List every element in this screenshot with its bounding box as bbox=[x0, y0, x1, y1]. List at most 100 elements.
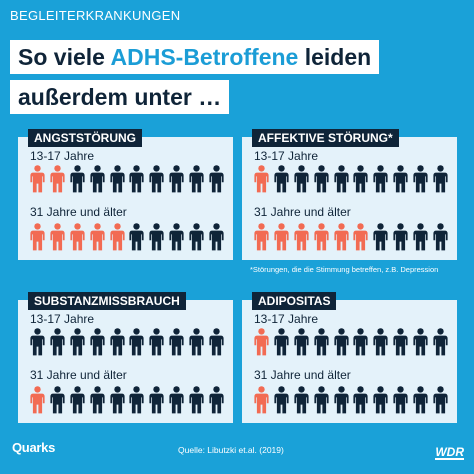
person-icon bbox=[129, 386, 144, 414]
headline-suffix: leiden bbox=[298, 44, 372, 70]
person-icon bbox=[90, 386, 105, 414]
person-icon bbox=[294, 328, 309, 356]
person-icon bbox=[169, 223, 184, 251]
person-icon bbox=[109, 386, 125, 414]
person-icon bbox=[70, 386, 85, 414]
person-icon bbox=[413, 386, 428, 414]
panel-title: SUBSTANZMISSBRAUCH bbox=[28, 292, 186, 310]
person-icon bbox=[274, 386, 289, 414]
person-icon bbox=[189, 386, 204, 414]
person-icon bbox=[393, 386, 408, 414]
person-icon bbox=[149, 223, 164, 251]
person-icon bbox=[209, 165, 224, 193]
group-label-adult: 31 Jahre und älter bbox=[254, 205, 351, 219]
person-icon-highlighted bbox=[109, 223, 125, 251]
group-label-adult: 31 Jahre und älter bbox=[254, 368, 351, 382]
person-icon bbox=[433, 386, 448, 414]
person-icon-highlighted bbox=[254, 165, 269, 193]
person-icon-highlighted bbox=[70, 223, 85, 251]
person-icon bbox=[209, 386, 224, 414]
person-icon bbox=[373, 223, 388, 251]
person-icon bbox=[50, 386, 65, 414]
headline-line-1: So viele ADHS-Betroffene leiden bbox=[10, 40, 380, 74]
figure-row-adult bbox=[29, 223, 225, 251]
headline-prefix: So viele bbox=[18, 44, 111, 70]
group-label-adult: 31 Jahre und älter bbox=[30, 368, 127, 382]
person-icon bbox=[353, 328, 368, 356]
figure-row-teen bbox=[29, 328, 225, 356]
person-icon-highlighted bbox=[333, 223, 349, 251]
person-icon bbox=[274, 165, 289, 193]
person-icon bbox=[333, 328, 349, 356]
person-icon bbox=[129, 328, 144, 356]
person-icon bbox=[149, 328, 164, 356]
figure-row-teen bbox=[253, 165, 449, 193]
person-icon-highlighted bbox=[50, 223, 65, 251]
person-icon bbox=[433, 223, 448, 251]
person-icon bbox=[169, 165, 184, 193]
person-icon bbox=[149, 165, 164, 193]
person-icon-highlighted bbox=[274, 223, 289, 251]
headline-accent: ADHS-Betroffene bbox=[110, 44, 299, 70]
wdr-logo: WDR bbox=[435, 445, 464, 460]
person-icon-highlighted bbox=[30, 386, 45, 414]
headline-line-2: außerdem unter … bbox=[10, 80, 230, 114]
person-icon bbox=[129, 223, 144, 251]
person-icon bbox=[314, 386, 329, 414]
person-icon bbox=[70, 328, 85, 356]
person-icon bbox=[413, 165, 428, 193]
quarks-logo: Quarks bbox=[12, 440, 56, 455]
person-icon bbox=[90, 165, 105, 193]
panel-title: ADIPOSITAS bbox=[252, 292, 337, 310]
person-icon-highlighted bbox=[30, 223, 45, 251]
person-icon bbox=[393, 165, 408, 193]
person-icon bbox=[373, 328, 388, 356]
figure-row-adult bbox=[253, 386, 449, 414]
person-icon bbox=[129, 165, 144, 193]
person-icon bbox=[70, 165, 85, 193]
person-icon bbox=[90, 328, 105, 356]
person-icon-highlighted bbox=[30, 165, 45, 193]
person-icon bbox=[30, 328, 45, 356]
source-credit: Quelle: Libutzki et.al. (2019) bbox=[178, 445, 284, 455]
panel-adipositas: ADIPOSITAS 13-17 Jahre 31 Jahre und älte… bbox=[242, 292, 457, 423]
person-icon-highlighted bbox=[50, 165, 65, 193]
person-icon-highlighted bbox=[254, 386, 269, 414]
person-icon bbox=[189, 223, 204, 251]
person-icon bbox=[294, 386, 309, 414]
panel-angststoerung: ANGSTSTÖRUNG 13-17 Jahre 31 Jahre und äl… bbox=[18, 129, 233, 260]
person-icon bbox=[413, 328, 428, 356]
person-icon bbox=[373, 165, 388, 193]
person-icon bbox=[189, 328, 204, 356]
person-icon bbox=[109, 165, 125, 193]
panel-title: AFFEKTIVE STÖRUNG* bbox=[252, 129, 399, 147]
person-icon bbox=[333, 386, 349, 414]
person-icon-highlighted bbox=[90, 223, 105, 251]
person-icon-highlighted bbox=[254, 328, 269, 356]
group-label-teen: 13-17 Jahre bbox=[254, 312, 319, 326]
group-label-teen: 13-17 Jahre bbox=[254, 149, 319, 163]
person-icon bbox=[314, 328, 329, 356]
person-icon bbox=[413, 223, 428, 251]
person-icon bbox=[353, 165, 368, 193]
person-icon-highlighted bbox=[254, 223, 269, 251]
person-icon bbox=[333, 165, 349, 193]
kicker: BEGLEITERKRANKUNGEN bbox=[10, 8, 181, 23]
person-icon bbox=[393, 328, 408, 356]
person-icon bbox=[149, 386, 164, 414]
person-icon bbox=[314, 165, 329, 193]
person-icon bbox=[433, 165, 448, 193]
panel-title: ANGSTSTÖRUNG bbox=[28, 129, 142, 147]
person-icon bbox=[373, 386, 388, 414]
group-label-teen: 13-17 Jahre bbox=[30, 312, 95, 326]
panel-affektive-stoerung: AFFEKTIVE STÖRUNG* 13-17 Jahre 31 Jahre … bbox=[242, 129, 457, 260]
person-icon bbox=[274, 328, 289, 356]
person-icon bbox=[393, 223, 408, 251]
person-icon-highlighted bbox=[294, 223, 309, 251]
figure-row-adult bbox=[29, 386, 225, 414]
group-label-teen: 13-17 Jahre bbox=[30, 149, 95, 163]
person-icon bbox=[109, 328, 125, 356]
footnote: *Störungen, die die Stimmung betreffen, … bbox=[250, 265, 439, 274]
panel-substanzmissbrauch: SUBSTANZMISSBRAUCH 13-17 Jahre 31 Jahre … bbox=[18, 292, 233, 423]
person-icon-highlighted bbox=[353, 223, 368, 251]
